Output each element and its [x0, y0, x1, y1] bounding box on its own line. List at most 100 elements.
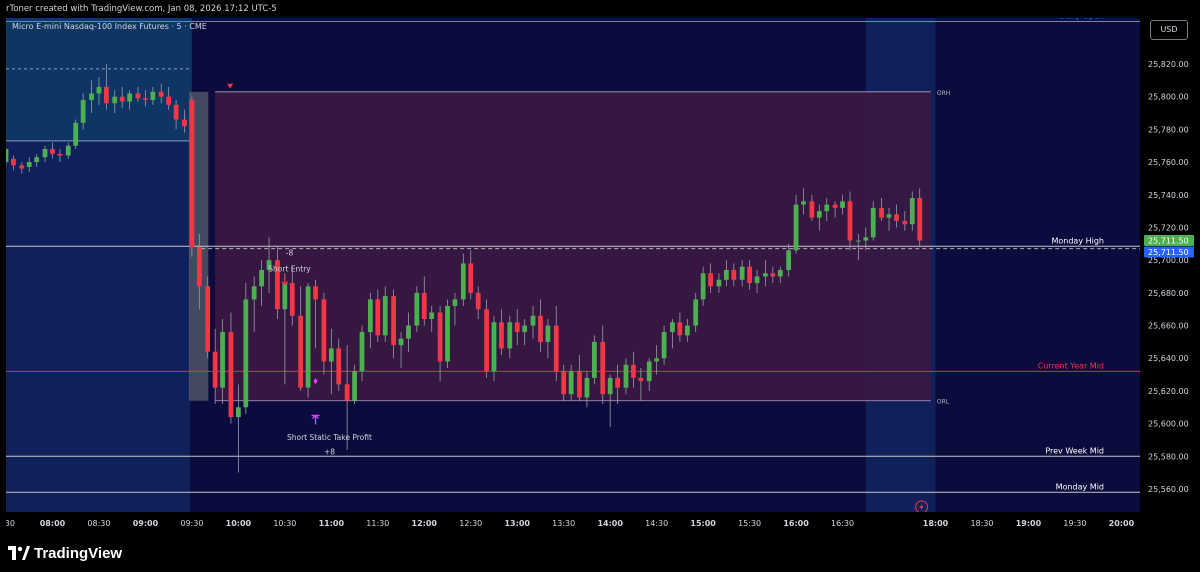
candle-body[interactable] — [266, 260, 272, 270]
candle-body[interactable] — [429, 312, 435, 319]
candle-body[interactable] — [577, 371, 582, 398]
candle-body[interactable] — [251, 286, 257, 300]
candle-body[interactable] — [235, 407, 241, 418]
candle-body[interactable] — [902, 220, 908, 225]
candle-body[interactable] — [182, 119, 187, 127]
candle-body[interactable] — [530, 315, 536, 326]
candle-body[interactable] — [770, 273, 776, 277]
candle-body[interactable] — [406, 325, 411, 339]
candle-body[interactable] — [654, 358, 660, 362]
candle-body[interactable] — [716, 279, 722, 287]
candle-body[interactable] — [212, 351, 218, 388]
candle-body[interactable] — [600, 341, 606, 395]
candle-body[interactable] — [615, 377, 621, 388]
candle-body[interactable] — [832, 204, 838, 208]
candle-body[interactable] — [855, 240, 861, 242]
candle-body[interactable] — [553, 325, 559, 372]
candle-body[interactable] — [894, 214, 899, 221]
candle-body[interactable] — [259, 269, 265, 287]
candle-body[interactable] — [328, 348, 334, 362]
candle-body[interactable] — [863, 237, 869, 241]
candle-body[interactable] — [693, 299, 699, 326]
candle-body[interactable] — [522, 325, 528, 333]
candle-body[interactable] — [723, 269, 729, 280]
candle-body[interactable] — [359, 332, 365, 372]
candle-body[interactable] — [879, 207, 884, 218]
candle-body[interactable] — [816, 211, 822, 218]
candle-body[interactable] — [475, 292, 481, 310]
candle-body[interactable] — [11, 158, 16, 166]
candle-body[interactable] — [870, 207, 876, 238]
candle-body[interactable] — [677, 322, 683, 336]
candle-body[interactable] — [50, 149, 55, 154]
candle-body[interactable] — [96, 86, 102, 94]
candle-body[interactable] — [89, 93, 94, 100]
candle-body[interactable] — [847, 201, 853, 241]
candle-body[interactable] — [777, 269, 783, 277]
candle-body[interactable] — [437, 312, 443, 362]
candle-body[interactable] — [375, 299, 381, 336]
candle-body[interactable] — [607, 377, 613, 395]
candle-body[interactable] — [591, 341, 597, 378]
candle-body[interactable] — [793, 204, 799, 251]
candle-body[interactable] — [421, 292, 427, 319]
candle-body[interactable] — [840, 201, 845, 208]
candle-body[interactable] — [414, 292, 420, 326]
candle-body[interactable] — [398, 338, 404, 346]
candle-body[interactable] — [708, 273, 713, 287]
candle-body[interactable] — [568, 371, 574, 395]
candle-body[interactable] — [484, 309, 489, 372]
candle-body[interactable] — [352, 371, 357, 401]
candle-body[interactable] — [367, 299, 373, 333]
candle-body[interactable] — [670, 322, 675, 333]
candle-body[interactable] — [112, 96, 118, 104]
candle-body[interactable] — [545, 325, 551, 342]
candle-body[interactable] — [763, 273, 768, 277]
candle-body[interactable] — [282, 283, 288, 310]
candle-body[interactable] — [638, 377, 644, 382]
candle-body[interactable] — [196, 247, 202, 287]
candle-body[interactable] — [321, 299, 327, 362]
tradingview-logo[interactable]: TradingView — [8, 543, 122, 563]
candle-body[interactable] — [824, 204, 830, 212]
candle-body[interactable] — [584, 377, 590, 398]
candle-body[interactable] — [747, 266, 752, 284]
candle-body[interactable] — [205, 286, 211, 352]
candle-body[interactable] — [298, 315, 304, 388]
time-axis[interactable] — [6, 512, 1140, 532]
candle-body[interactable] — [189, 99, 195, 248]
candle-body[interactable] — [739, 266, 745, 280]
candle-body[interactable] — [57, 153, 63, 156]
candle-body[interactable] — [135, 93, 141, 99]
candle-body[interactable] — [19, 165, 25, 169]
candle-body[interactable] — [809, 201, 815, 218]
symbol-title[interactable]: Micro E-mini Nasdaq-100 Index Futures · … — [12, 22, 207, 31]
candle-body[interactable] — [514, 322, 520, 333]
candle-body[interactable] — [507, 322, 513, 349]
candle-body[interactable] — [646, 361, 652, 382]
candle-body[interactable] — [452, 299, 458, 306]
candle-body[interactable] — [158, 91, 164, 97]
candle-body[interactable] — [623, 364, 629, 388]
candle-body[interactable] — [220, 332, 225, 388]
candle-body[interactable] — [754, 276, 760, 284]
candle-body[interactable] — [391, 296, 396, 346]
candle-body[interactable] — [561, 371, 567, 395]
candle-body[interactable] — [801, 201, 806, 205]
candle-body[interactable] — [166, 96, 172, 105]
candle-body[interactable] — [731, 269, 737, 280]
currency-button[interactable]: USD — [1150, 20, 1188, 40]
price-chart[interactable]: ORH ORL Daily Open Monday High Current Year … — [6, 18, 1200, 532]
candle-body[interactable] — [344, 384, 350, 401]
price-axis[interactable] — [1140, 18, 1200, 532]
candle-body[interactable] — [661, 332, 667, 359]
candle-body[interactable] — [468, 263, 474, 293]
candle-body[interactable] — [786, 250, 792, 270]
candle-body[interactable] — [103, 86, 109, 104]
candle-body[interactable] — [73, 122, 79, 146]
candle-body[interactable] — [917, 198, 923, 241]
candle-body[interactable] — [460, 263, 466, 300]
candle-body[interactable] — [65, 145, 71, 156]
candle-body[interactable] — [909, 198, 915, 225]
candle-body[interactable] — [80, 99, 86, 123]
